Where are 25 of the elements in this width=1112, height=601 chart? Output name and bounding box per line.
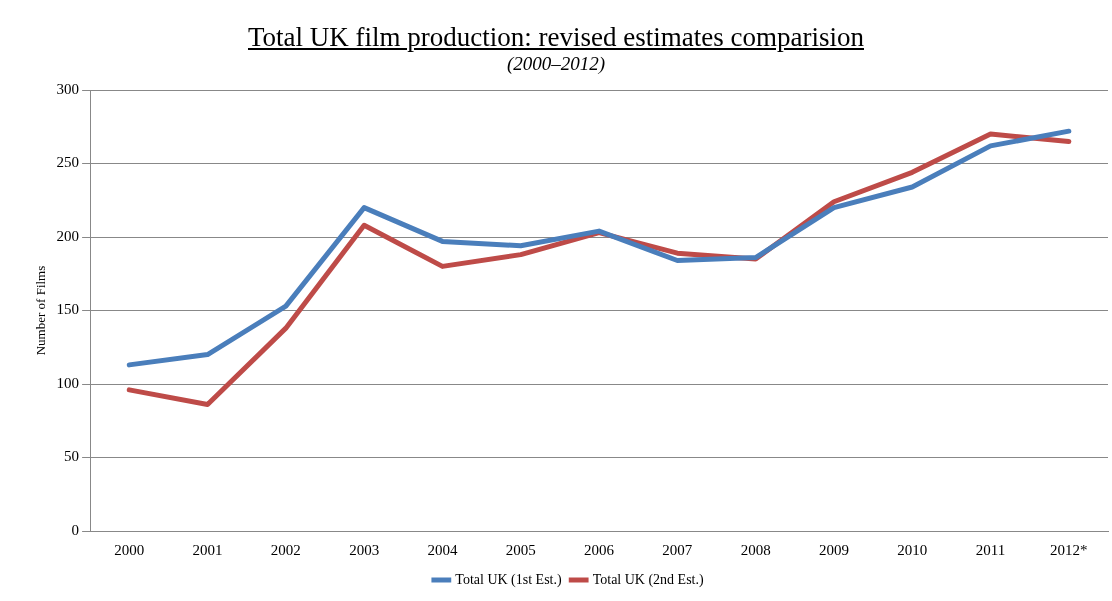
x-tick-label: 2010 <box>897 541 928 558</box>
x-tick-label: 2001 <box>192 541 223 558</box>
x-tick-label: 2004 <box>427 541 458 558</box>
y-tick-label: 50 <box>64 448 80 465</box>
x-tick-label: 2009 <box>818 541 849 558</box>
x-tick-label: 2000 <box>114 541 145 558</box>
y-axis-title: Number of Films <box>33 265 49 356</box>
legend-label: Total UK (2nd Est.) <box>592 571 705 588</box>
chart-subtitle: (2000–2012) <box>505 53 607 75</box>
x-tick-label: 2003 <box>349 541 380 558</box>
y-tick-label: 300 <box>56 80 80 97</box>
y-tick-label: 100 <box>56 374 80 391</box>
y-tick-label: 200 <box>56 227 80 244</box>
chart-title: Total UK film production: revised estimates comparision <box>248 22 864 52</box>
x-tick-label: 2005 <box>505 541 536 558</box>
y-tick-label: 0 <box>71 521 80 538</box>
x-tick-label: 2007 <box>662 541 693 558</box>
x-tick-label: 2012* <box>1050 541 1088 558</box>
y-tick-label: 150 <box>56 301 80 318</box>
x-tick-label: 2002 <box>270 541 301 558</box>
y-tick-label: 250 <box>56 154 80 171</box>
x-tick-label: 2008 <box>740 541 771 558</box>
legend-label: Total UK (1st Est.) <box>455 571 563 588</box>
x-tick-label: 2006 <box>584 541 615 558</box>
x-tick-label: 2011 <box>975 541 1006 558</box>
